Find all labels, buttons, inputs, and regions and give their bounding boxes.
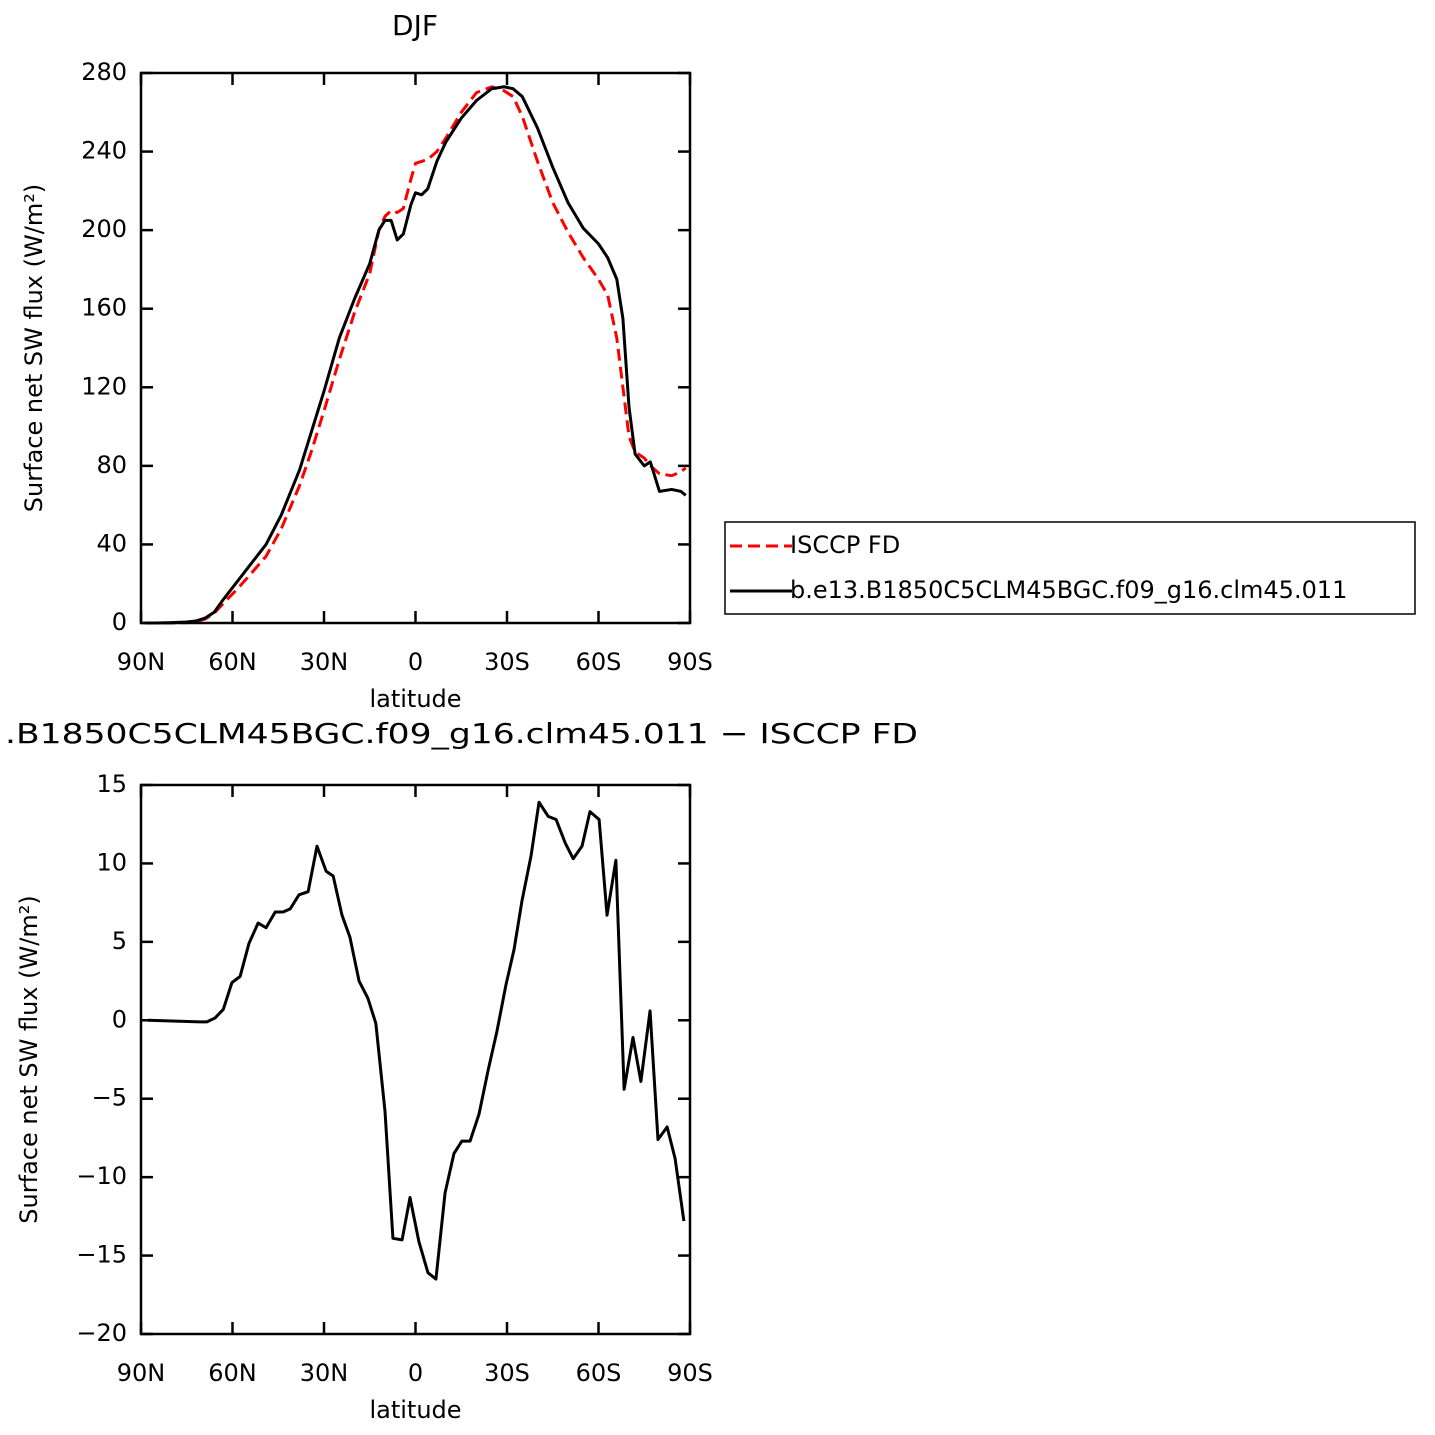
plot-frame	[139, 71, 692, 625]
x-tick-label: 30N	[300, 648, 349, 676]
chart-title: DJF	[392, 9, 438, 42]
y-tick-label: 0	[112, 1005, 127, 1033]
x-tick-label: 90S	[667, 648, 713, 676]
x-tick-label: 0	[408, 648, 423, 676]
y-axis-label: Surface net SW flux (W/m²)	[15, 895, 43, 1223]
x-axis-label: latitude	[369, 1396, 461, 1424]
y-tick-label: −15	[76, 1241, 127, 1269]
x-tick-label: 90N	[117, 648, 166, 676]
y-tick-label: 0	[112, 608, 127, 636]
y-tick-label: 160	[81, 294, 127, 322]
x-tick-label: 30S	[484, 1359, 530, 1387]
x-axis-label: latitude	[369, 685, 461, 713]
y-tick-label: −20	[76, 1319, 127, 1347]
legend-box	[724, 521, 1416, 615]
x-tick-label: 60S	[576, 648, 622, 676]
data-line	[147, 800, 686, 1281]
x-tick-label: 90S	[667, 1359, 713, 1387]
data-line	[145, 85, 687, 625]
y-tick-label: 240	[81, 137, 127, 165]
legend-label: b.e13.B1850C5CLM45BGC.f09_g16.clm45.011	[790, 576, 1347, 604]
y-tick-label: 5	[112, 927, 127, 955]
x-tick-label: 90N	[117, 1359, 166, 1387]
x-tick-label: 60N	[208, 1359, 257, 1387]
x-tick-label: 30S	[484, 648, 530, 676]
chart-title: .B1850C5CLM45BGC.f09_g16.clm45.011 − ISC…	[5, 717, 918, 750]
y-tick-label: −5	[92, 1084, 127, 1112]
y-tick-label: 120	[81, 372, 127, 400]
y-axis-label: Surface net SW flux (W/m²)	[20, 184, 48, 512]
y-tick-label: 15	[96, 770, 127, 798]
y-tick-label: 280	[81, 58, 127, 86]
x-tick-label: 0	[408, 1359, 423, 1387]
x-tick-label: 60N	[208, 648, 257, 676]
y-tick-label: 40	[96, 529, 127, 557]
plot-frame	[139, 783, 692, 1336]
x-tick-label: 30N	[300, 1359, 349, 1387]
data-line	[145, 85, 687, 625]
y-tick-label: 80	[96, 451, 127, 479]
y-tick-label: 200	[81, 215, 127, 243]
y-tick-label: 10	[96, 848, 127, 876]
legend-label: ISCCP FD	[790, 531, 900, 559]
x-tick-label: 60S	[576, 1359, 622, 1387]
y-tick-label: −10	[76, 1162, 127, 1190]
